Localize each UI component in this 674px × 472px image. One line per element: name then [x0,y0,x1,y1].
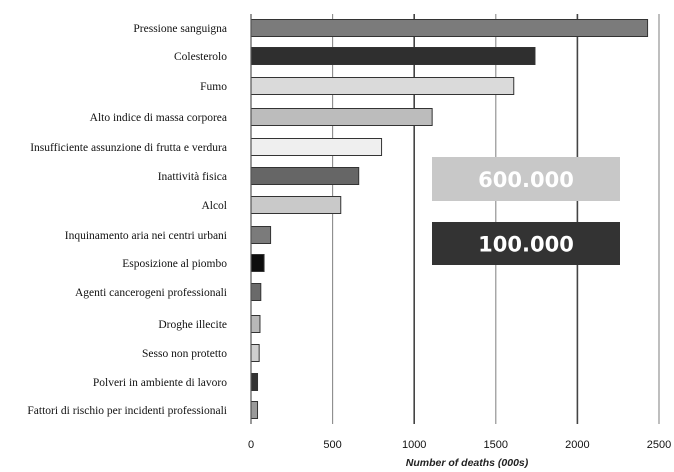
bar-9 [250,254,265,272]
bar-10 [250,283,262,301]
x-tick-labels: 0 500 1000 1500 2000 2500 [248,439,671,451]
x-tick-500: 500 [323,439,341,451]
x-tick-2500: 2500 [647,439,671,451]
x-tick-0: 0 [248,439,254,451]
category-label-6: Inattività fisica [158,171,227,183]
category-label-11: Droghe illecite [158,319,227,331]
category-label-1: Pressione sanguigna [133,23,227,35]
x-tick-1000: 1000 [402,439,426,451]
bar-2 [250,47,536,65]
category-label-7: Alcol [201,200,227,212]
bar-3 [250,77,515,95]
category-label-13: Polveri in ambiente di lavoro [93,377,227,389]
category-label-4: Alto indice di massa corporea [90,112,227,124]
annotation-text-2: 100.000 [478,233,574,257]
bar-6 [250,167,360,185]
bar-13 [250,373,259,391]
bar-8 [250,226,272,244]
bar-1 [250,19,649,37]
category-label-10: Agenti cancerogeni professionali [75,287,227,299]
category-label-2: Colesterolo [174,51,227,63]
annotation-boxes: 600.000 100.000 [432,157,620,265]
annotation-box-1 [432,157,620,201]
bar-11 [250,315,261,333]
x-tick-2000: 2000 [565,439,589,451]
category-label-3: Fumo [200,81,227,93]
gridlines [332,14,660,424]
bar-12 [250,344,260,362]
x-tick-1500: 1500 [484,439,508,451]
bar-14 [250,401,259,419]
bar-4 [250,108,433,126]
category-label-14: Fattori di rischio per incidenti profess… [27,405,227,417]
category-label-9: Esposizione al piombo [122,258,227,270]
category-label-8: Inquinamento aria nei centri urbani [65,230,227,242]
category-label-5: Insufficiente assunzione di frutta e ver… [30,142,227,154]
annotation-box-2 [432,222,620,265]
x-axis-title: Number of deaths (000s) [406,457,529,469]
category-labels: Pressione sanguigna Colesterolo Fumo Alto i… [27,23,227,417]
category-label-12: Sesso non protetto [142,348,227,360]
bar-5 [250,138,383,156]
annotation-text-1: 600.000 [478,168,574,192]
bars [250,19,649,419]
bar-7 [250,196,342,214]
